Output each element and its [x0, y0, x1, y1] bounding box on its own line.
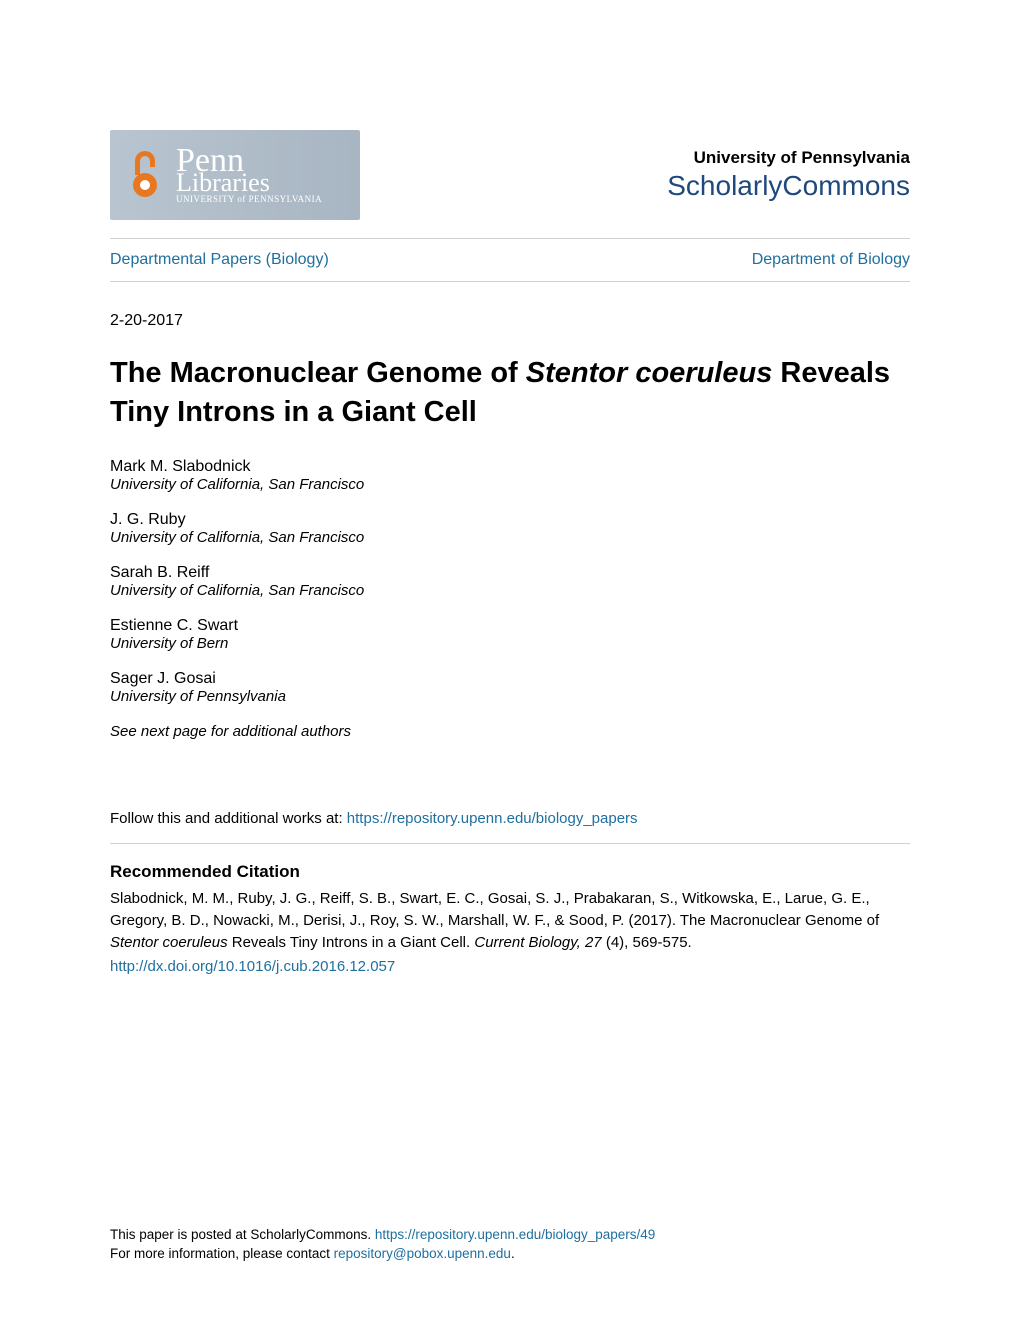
footer-line2-pre: For more information, please contact [110, 1246, 334, 1261]
author-name: J. G. Ruby [110, 511, 910, 529]
author-affiliation: University of California, San Francisco [110, 529, 910, 546]
nav-department-link[interactable]: Department of Biology [752, 251, 910, 269]
breadcrumb-nav: Departmental Papers (Biology) Department… [110, 238, 910, 282]
footer-line2-post: . [511, 1246, 515, 1261]
author-name: Sarah B. Reiff [110, 564, 910, 582]
logo-sub1-text: Libraries [176, 171, 322, 194]
divider [110, 843, 910, 844]
footer-line-1: This paper is posted at ScholarlyCommons… [110, 1226, 910, 1245]
footer-line1-pre: This paper is posted at ScholarlyCommons… [110, 1227, 375, 1242]
author-block-4: Sager J. Gosai University of Pennsylvani… [110, 670, 910, 705]
page-container: Penn Libraries UNIVERSITY of PENNSYLVANI… [0, 0, 1020, 1320]
author-affiliation: University of California, San Francisco [110, 476, 910, 493]
follow-prefix: Follow this and additional works at: [110, 810, 347, 827]
author-block-0: Mark M. Slabodnick University of Califor… [110, 458, 910, 493]
citation-post: (4), 569-575. [606, 934, 692, 951]
institution-block: University of Pennsylvania ScholarlyComm… [667, 148, 910, 202]
citation-mid: Reveals Tiny Introns in a Giant Cell. [228, 934, 475, 951]
author-block-3: Estienne C. Swart University of Bern [110, 617, 910, 652]
author-name: Mark M. Slabodnick [110, 458, 910, 476]
author-block-1: J. G. Ruby University of California, San… [110, 511, 910, 546]
title-italic: Stentor coeruleus [526, 357, 773, 389]
citation-species: Stentor coeruleus [110, 934, 228, 951]
page-footer: This paper is posted at ScholarlyCommons… [110, 1226, 910, 1264]
citation-text: Slabodnick, M. M., Ruby, J. G., Reiff, S… [110, 888, 910, 953]
citation-pre: Slabodnick, M. M., Ruby, J. G., Reiff, S… [110, 890, 879, 929]
recommended-citation-heading: Recommended Citation [110, 862, 910, 882]
open-access-icon [120, 140, 170, 210]
doi-link[interactable]: http://dx.doi.org/10.1016/j.cub.2016.12.… [110, 958, 395, 975]
nav-collection-link[interactable]: Departmental Papers (Biology) [110, 251, 329, 269]
footer-contact-email[interactable]: repository@pobox.upenn.edu [334, 1246, 511, 1261]
publication-date: 2-20-2017 [110, 312, 910, 330]
author-affiliation: University of California, San Francisco [110, 582, 910, 599]
logo-sub2-text: UNIVERSITY of PENNSYLVANIA [176, 194, 322, 204]
follow-line: Follow this and additional works at: htt… [110, 810, 910, 827]
footer-paper-link[interactable]: https://repository.upenn.edu/biology_pap… [375, 1227, 655, 1242]
author-block-2: Sarah B. Reiff University of California,… [110, 564, 910, 599]
footer-line-2: For more information, please contact rep… [110, 1245, 910, 1264]
author-name: Sager J. Gosai [110, 670, 910, 688]
author-affiliation: University of Pennsylvania [110, 688, 910, 705]
author-affiliation: University of Bern [110, 635, 910, 652]
citation-journal: Current Biology, 27 [474, 934, 605, 951]
see-more-authors: See next page for additional authors [110, 723, 910, 740]
logo-text: Penn Libraries UNIVERSITY of PENNSYLVANI… [176, 146, 322, 204]
penn-libraries-logo[interactable]: Penn Libraries UNIVERSITY of PENNSYLVANI… [110, 130, 360, 220]
institution-name: University of Pennsylvania [667, 148, 910, 168]
follow-url-link[interactable]: https://repository.upenn.edu/biology_pap… [347, 810, 638, 827]
paper-title: The Macronuclear Genome of Stentor coeru… [110, 354, 910, 432]
repository-link[interactable]: ScholarlyCommons [667, 170, 910, 201]
header-row: Penn Libraries UNIVERSITY of PENNSYLVANI… [110, 130, 910, 220]
title-pre: The Macronuclear Genome of [110, 357, 526, 389]
author-name: Estienne C. Swart [110, 617, 910, 635]
